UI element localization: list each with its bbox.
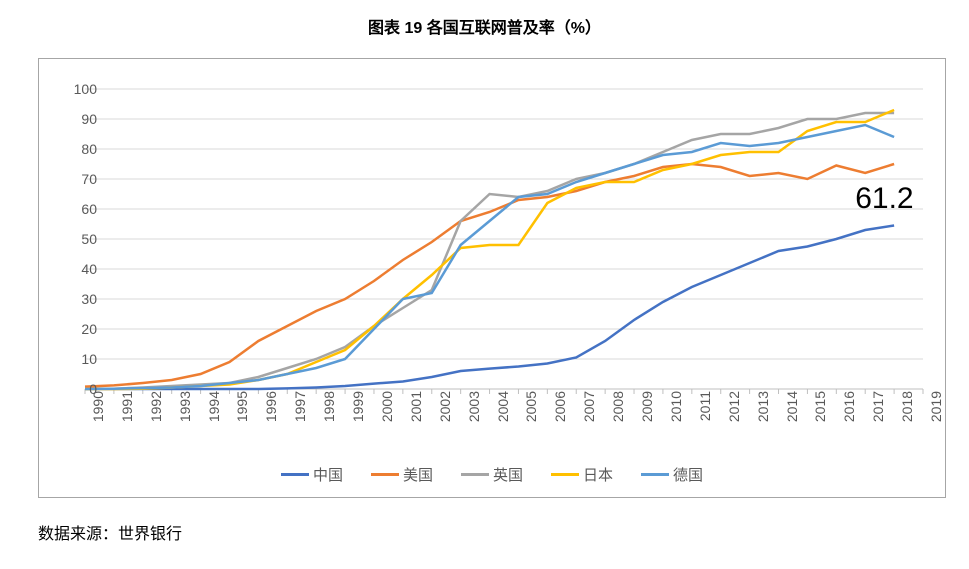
- x-tick-label: 1999: [350, 391, 366, 431]
- plot-area: [85, 89, 923, 389]
- x-tick-label: 2019: [928, 391, 944, 431]
- legend: 中国 美国 英国 日本 德国: [39, 464, 945, 485]
- y-tick-label: 90: [57, 111, 97, 127]
- x-tick-label: 2013: [755, 391, 771, 431]
- x-tick-label: 1994: [206, 391, 222, 431]
- legend-swatch: [641, 473, 669, 476]
- x-tick-label: 2010: [668, 391, 684, 431]
- figure-container: 图表 19 各国互联网普及率（%） 61.2 中国美国英国日本德国 010203…: [0, 0, 969, 569]
- chart-svg: [85, 89, 923, 389]
- y-tick-label: 40: [57, 261, 97, 277]
- x-tick-label: 2015: [812, 391, 828, 431]
- x-tick-label: 2018: [899, 391, 915, 431]
- legend-label: 德国: [673, 464, 703, 485]
- x-tick-label: 2002: [437, 391, 453, 431]
- y-tick-label: 20: [57, 321, 97, 337]
- x-tick-label: 1995: [234, 391, 250, 431]
- y-tick-label: 50: [57, 231, 97, 247]
- x-tick-label: 1996: [263, 391, 279, 431]
- legend-swatch: [551, 473, 579, 476]
- legend-item: 中国: [281, 464, 343, 485]
- x-tick-label: 2005: [523, 391, 539, 431]
- y-tick-label: 10: [57, 351, 97, 367]
- x-tick-label: 1993: [177, 391, 193, 431]
- legend-label: 中国: [313, 464, 343, 485]
- legend-item: 美国: [371, 464, 433, 485]
- legend-swatch: [371, 473, 399, 476]
- data-source: 数据来源：世界银行: [38, 520, 182, 544]
- chart-title: 图表 19 各国互联网普及率（%）: [0, 0, 969, 46]
- x-tick-label: 2009: [639, 391, 655, 431]
- x-tick-label: 2000: [379, 391, 395, 431]
- x-tick-label: 2011: [697, 391, 713, 431]
- y-tick-label: 100: [57, 81, 97, 97]
- x-tick-label: 2014: [784, 391, 800, 431]
- x-tick-label: 2017: [870, 391, 886, 431]
- legend-label: 日本: [583, 464, 613, 485]
- x-tick-label: 1997: [292, 391, 308, 431]
- x-tick-label: 2007: [581, 391, 597, 431]
- y-tick-label: 80: [57, 141, 97, 157]
- legend-swatch: [461, 473, 489, 476]
- x-tick-label: 2001: [408, 391, 424, 431]
- x-tick-label: 2006: [552, 391, 568, 431]
- y-tick-label: 30: [57, 291, 97, 307]
- y-tick-label: 60: [57, 201, 97, 217]
- x-tick-label: 2008: [610, 391, 626, 431]
- legend-swatch: [281, 473, 309, 476]
- x-tick-label: 2003: [466, 391, 482, 431]
- legend-label: 英国: [493, 464, 523, 485]
- y-tick-label: 70: [57, 171, 97, 187]
- x-tick-label: 2004: [495, 391, 511, 431]
- x-tick-label: 1990: [90, 391, 106, 431]
- legend-item: 英国: [461, 464, 523, 485]
- x-tick-label: 1998: [321, 391, 337, 431]
- legend-label: 美国: [403, 464, 433, 485]
- legend-item: 德国: [641, 464, 703, 485]
- x-tick-label: 1991: [119, 391, 135, 431]
- value-annotation: 61.2: [855, 182, 913, 216]
- x-tick-label: 1992: [148, 391, 164, 431]
- x-tick-label: 2012: [726, 391, 742, 431]
- x-tick-label: 2016: [841, 391, 857, 431]
- chart-frame: 61.2 中国美国英国日本德国 010203040506070809010019…: [38, 58, 946, 498]
- legend-item: 日本: [551, 464, 613, 485]
